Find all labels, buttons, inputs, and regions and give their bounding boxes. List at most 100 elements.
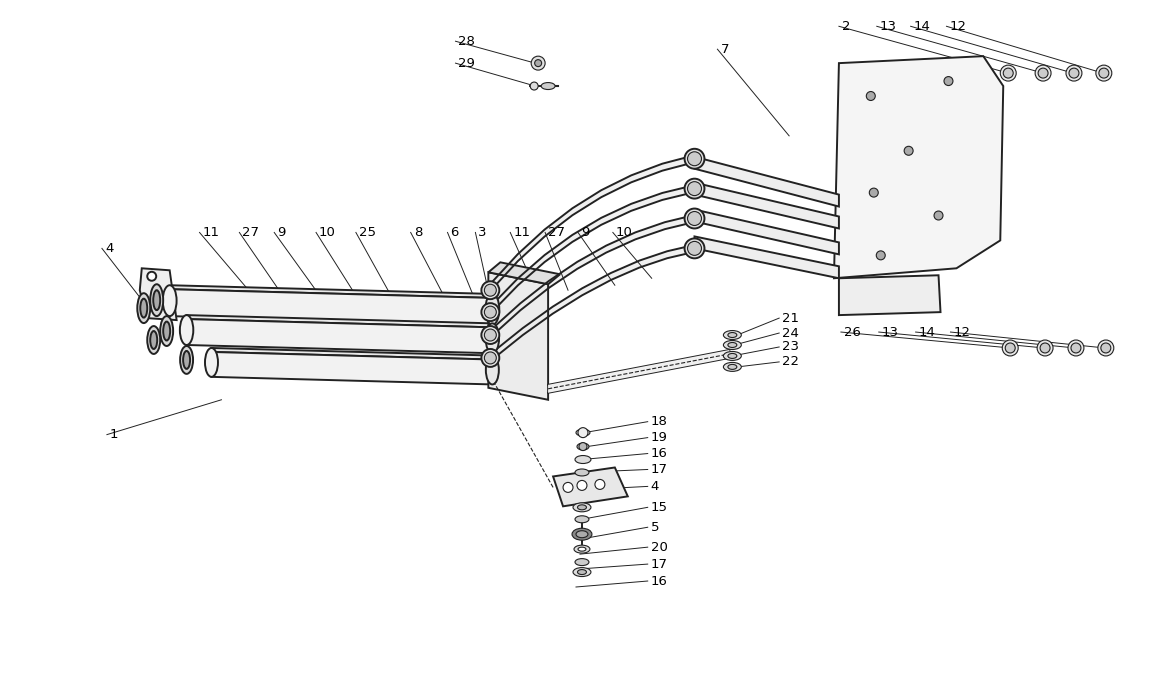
Polygon shape [489, 273, 549, 400]
Polygon shape [140, 268, 177, 320]
Circle shape [934, 211, 943, 220]
Ellipse shape [577, 570, 586, 574]
Ellipse shape [572, 528, 592, 540]
Ellipse shape [485, 323, 499, 353]
Polygon shape [695, 157, 838, 206]
Ellipse shape [1037, 340, 1053, 356]
Ellipse shape [728, 342, 737, 348]
Ellipse shape [482, 281, 499, 299]
Circle shape [1038, 68, 1048, 78]
Ellipse shape [575, 469, 589, 476]
Ellipse shape [160, 316, 174, 346]
Circle shape [1003, 68, 1013, 78]
Polygon shape [170, 289, 492, 325]
Ellipse shape [574, 545, 590, 553]
Circle shape [578, 428, 588, 438]
Circle shape [1040, 343, 1050, 353]
Ellipse shape [1068, 340, 1084, 356]
Text: 24: 24 [782, 326, 799, 339]
Ellipse shape [482, 349, 499, 367]
Ellipse shape [530, 82, 538, 90]
Polygon shape [695, 210, 838, 254]
Ellipse shape [723, 352, 742, 361]
Circle shape [1005, 343, 1015, 353]
Polygon shape [695, 182, 838, 228]
Text: 29: 29 [459, 57, 475, 70]
Polygon shape [838, 275, 941, 315]
Ellipse shape [573, 568, 591, 576]
Text: 11: 11 [202, 226, 220, 239]
Polygon shape [492, 245, 695, 359]
Text: 12: 12 [953, 326, 971, 339]
Ellipse shape [728, 365, 737, 370]
Text: 7: 7 [720, 43, 729, 56]
Ellipse shape [728, 353, 737, 359]
Polygon shape [212, 352, 492, 385]
Ellipse shape [1098, 340, 1114, 356]
Text: 14: 14 [913, 20, 930, 33]
Text: 13: 13 [880, 20, 897, 33]
Text: 3: 3 [478, 226, 486, 239]
Text: 12: 12 [950, 20, 966, 33]
Text: 1: 1 [110, 428, 118, 441]
Polygon shape [492, 155, 695, 289]
Circle shape [595, 479, 605, 490]
Text: 15: 15 [651, 501, 668, 514]
Text: 27: 27 [243, 226, 260, 239]
Ellipse shape [723, 331, 742, 339]
Text: 27: 27 [549, 226, 565, 239]
Circle shape [1070, 68, 1079, 78]
Ellipse shape [573, 503, 591, 512]
Circle shape [577, 480, 586, 490]
Text: 9: 9 [581, 226, 589, 239]
Text: 4: 4 [651, 480, 659, 493]
Circle shape [147, 272, 156, 281]
Polygon shape [186, 315, 492, 327]
Text: 16: 16 [651, 447, 667, 460]
Text: 10: 10 [319, 226, 336, 239]
Circle shape [876, 251, 886, 260]
Text: 21: 21 [782, 311, 799, 324]
Circle shape [1071, 343, 1081, 353]
Circle shape [688, 182, 702, 195]
Polygon shape [834, 56, 1003, 278]
Circle shape [484, 352, 497, 364]
Circle shape [866, 92, 875, 100]
Text: 11: 11 [513, 226, 530, 239]
Text: 22: 22 [782, 355, 799, 368]
Text: 10: 10 [616, 226, 633, 239]
Ellipse shape [181, 346, 193, 374]
Ellipse shape [684, 179, 705, 199]
Text: 25: 25 [359, 226, 376, 239]
Circle shape [904, 146, 913, 155]
Circle shape [944, 76, 953, 85]
Text: 19: 19 [651, 431, 667, 444]
Ellipse shape [728, 333, 737, 337]
Text: 4: 4 [105, 242, 114, 255]
Ellipse shape [684, 149, 705, 169]
Circle shape [152, 304, 161, 313]
Ellipse shape [723, 341, 742, 350]
Ellipse shape [183, 351, 190, 369]
Circle shape [1101, 343, 1111, 353]
Text: 20: 20 [651, 541, 667, 554]
Ellipse shape [147, 326, 160, 354]
Polygon shape [553, 467, 628, 506]
Text: 8: 8 [414, 226, 422, 239]
Ellipse shape [575, 456, 591, 464]
Ellipse shape [482, 303, 499, 321]
Text: 16: 16 [651, 574, 667, 587]
Ellipse shape [1096, 65, 1112, 81]
Ellipse shape [205, 348, 218, 377]
Text: 6: 6 [451, 226, 459, 239]
Ellipse shape [1000, 65, 1017, 81]
Text: 5: 5 [651, 520, 659, 533]
Text: 14: 14 [919, 326, 935, 339]
Polygon shape [212, 348, 492, 359]
Circle shape [484, 284, 497, 296]
Circle shape [484, 306, 497, 318]
Text: 17: 17 [651, 463, 668, 476]
Text: 18: 18 [651, 415, 667, 428]
Ellipse shape [153, 290, 160, 310]
Ellipse shape [1035, 65, 1051, 81]
